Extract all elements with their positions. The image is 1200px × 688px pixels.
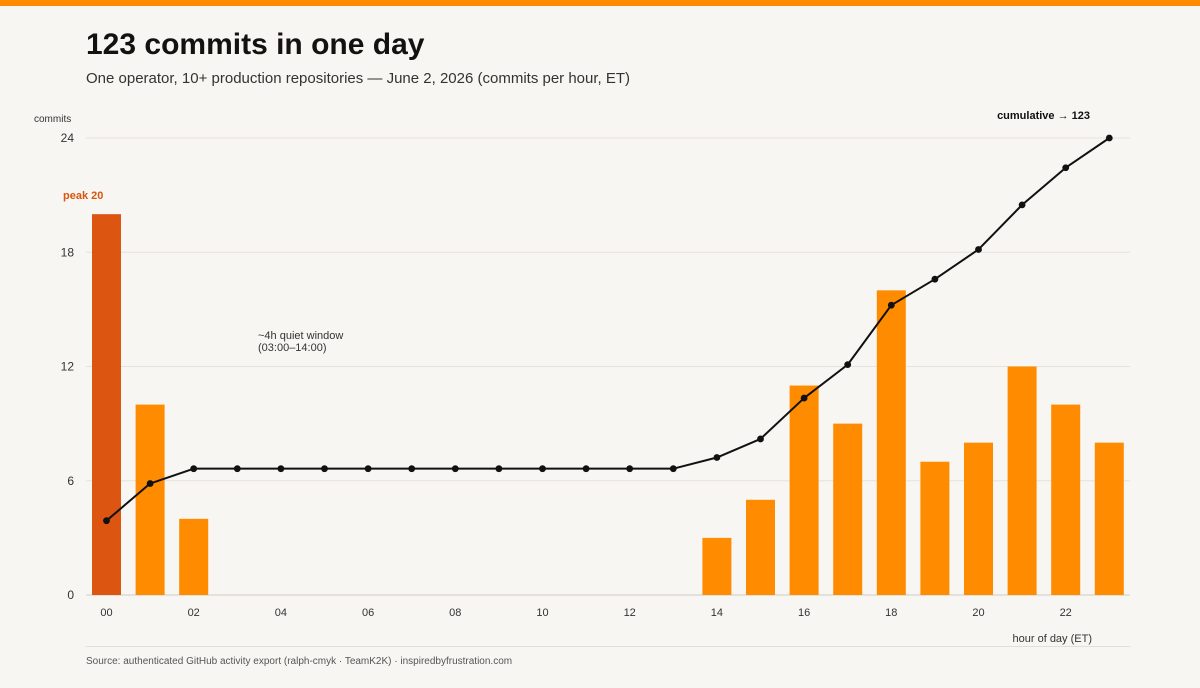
- cumulative-point: [495, 465, 503, 473]
- x-tick-label: 10: [536, 607, 548, 619]
- cumulative-point: [975, 246, 982, 253]
- cumulative-point: [931, 275, 939, 283]
- page-title: 123 commits in one day: [86, 28, 425, 61]
- peak-annotation: peak 20: [63, 190, 103, 202]
- cumulative-line: [105, 137, 1110, 522]
- bar: [876, 290, 906, 595]
- bar: [92, 214, 121, 595]
- bar: [746, 499, 775, 595]
- footer-divider: [86, 646, 1130, 647]
- x-tick-label: 08: [449, 607, 461, 619]
- quiet-window-annotation: ~4h quiet window: [258, 330, 343, 342]
- cumulative-point: [582, 465, 590, 473]
- x-tick-label: 22: [1060, 607, 1072, 619]
- y-tick-label: 18: [61, 245, 75, 259]
- cumulative-point: [887, 301, 895, 309]
- cumulative-point: [757, 435, 764, 443]
- cumulative-point: [321, 465, 328, 473]
- cumulative-point: [539, 465, 546, 473]
- cumulative-point: [844, 361, 852, 369]
- cumulative-point: [364, 465, 372, 473]
- cumulative-point: [1018, 201, 1026, 209]
- bar: [1094, 442, 1124, 595]
- x-tick-label: 20: [972, 607, 984, 619]
- top-accent-bar: [0, 0, 1200, 6]
- bar: [789, 385, 819, 595]
- bar: [702, 537, 732, 595]
- cumulative-point: [146, 480, 154, 487]
- cumulative-annotation: cumulative → 123: [997, 110, 1090, 122]
- cumulative-point: [713, 454, 721, 461]
- y-tick-label: 6: [67, 474, 74, 488]
- cumulative-point: [626, 465, 634, 473]
- x-tick-label: 04: [275, 607, 287, 619]
- x-axis-label: hour of day (ET): [1013, 633, 1092, 645]
- cumulative-point: [1062, 164, 1070, 172]
- x-tick-label: 02: [188, 607, 200, 619]
- y-tick-label: 12: [61, 360, 75, 374]
- y-axis-label: commits: [34, 114, 71, 125]
- bar: [964, 442, 993, 595]
- cumulative-point: [1105, 134, 1113, 142]
- cumulative-point: [408, 465, 416, 473]
- cumulative-point: [233, 465, 241, 473]
- cumulative-point: [669, 465, 677, 473]
- quiet-window-annotation-range: (03:00–14:00): [258, 342, 327, 354]
- y-tick-label: 0: [67, 588, 74, 602]
- x-tick-label: 12: [624, 607, 636, 619]
- bar: [1051, 404, 1081, 595]
- bar: [833, 423, 863, 595]
- bar: [920, 461, 950, 595]
- cumulative-point: [800, 394, 808, 402]
- x-tick-label: 06: [362, 607, 374, 619]
- cumulative-point: [103, 517, 110, 525]
- cumulative-point: [190, 465, 198, 473]
- cumulative-point: [451, 465, 459, 473]
- x-tick-label: 18: [885, 607, 897, 619]
- x-tick-label: 14: [711, 607, 723, 619]
- x-tick-label: 00: [100, 607, 112, 619]
- source-note: Source: authenticated GitHub activity ex…: [86, 656, 513, 667]
- bar: [179, 518, 209, 595]
- bar: [135, 404, 165, 595]
- x-tick-label: 16: [798, 607, 810, 619]
- y-tick-label: 24: [61, 131, 75, 145]
- bar: [1007, 366, 1037, 595]
- cumulative-point: [277, 465, 285, 473]
- page-subtitle: One operator, 10+ production repositorie…: [86, 70, 631, 87]
